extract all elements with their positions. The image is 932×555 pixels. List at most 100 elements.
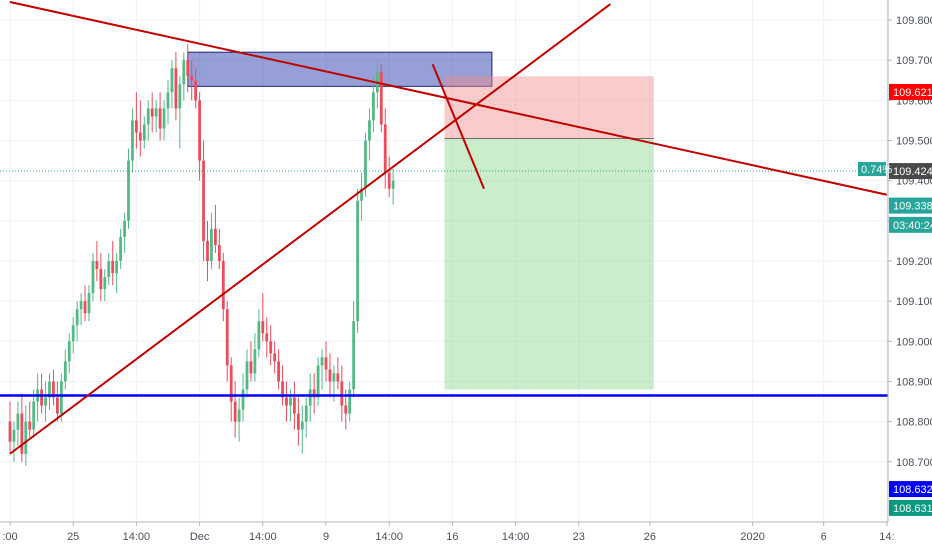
candle-body[interactable]	[138, 132, 142, 141]
candle-body[interactable]	[265, 333, 269, 342]
candle-body[interactable]	[257, 321, 261, 350]
candle-body[interactable]	[289, 397, 292, 406]
candle-body[interactable]	[87, 293, 91, 314]
candle-body[interactable]	[111, 261, 115, 274]
candle-body[interactable]	[182, 60, 186, 85]
candle-body[interactable]	[79, 301, 83, 310]
candle-body[interactable]	[344, 405, 348, 414]
candle-body[interactable]	[71, 325, 75, 342]
candle-body[interactable]	[103, 277, 107, 290]
candle-body[interactable]	[8, 421, 12, 442]
candle-body[interactable]	[154, 108, 158, 117]
candle-body[interactable]	[261, 321, 265, 334]
candle-body[interactable]	[44, 397, 47, 406]
candle-body[interactable]	[372, 92, 375, 121]
candle-body[interactable]	[150, 108, 154, 117]
candle-body[interactable]	[162, 108, 166, 129]
candle-body[interactable]	[253, 349, 257, 374]
candle-body[interactable]	[356, 200, 359, 322]
candle-body[interactable]	[241, 389, 245, 410]
candle-body[interactable]	[300, 421, 304, 430]
candle-body[interactable]	[229, 365, 233, 402]
candle-body[interactable]	[336, 373, 340, 382]
price-badge[interactable]	[889, 83, 932, 100]
candle-body[interactable]	[296, 413, 300, 430]
candle-body[interactable]	[364, 140, 367, 189]
candle-body[interactable]	[142, 124, 146, 141]
candle-body[interactable]	[210, 228, 213, 261]
candle-body[interactable]	[127, 160, 130, 221]
candle-body[interactable]	[277, 361, 280, 382]
candle-body[interactable]	[368, 120, 371, 141]
candle-body[interactable]	[178, 84, 182, 109]
candle-body[interactable]	[170, 68, 174, 93]
candle-body[interactable]	[119, 236, 122, 261]
candle-body[interactable]	[52, 381, 55, 398]
price-badge[interactable]	[889, 163, 932, 180]
candle-body[interactable]	[95, 261, 99, 270]
candle-body[interactable]	[131, 120, 134, 161]
candle-body[interactable]	[91, 261, 95, 294]
price-badge[interactable]	[889, 499, 932, 516]
candle-body[interactable]	[320, 357, 324, 366]
candle-body[interactable]	[186, 60, 190, 77]
candle-body[interactable]	[360, 188, 363, 201]
candle-body[interactable]	[214, 228, 217, 245]
candle-body[interactable]	[107, 261, 111, 278]
candle-body[interactable]	[135, 120, 138, 133]
candle-body[interactable]	[225, 309, 229, 366]
candle-body[interactable]	[352, 321, 356, 390]
candle-body[interactable]	[174, 68, 178, 109]
price-badge[interactable]	[889, 197, 932, 214]
candle-body[interactable]	[63, 361, 67, 382]
candle-body[interactable]	[316, 365, 320, 398]
candle-body[interactable]	[237, 409, 241, 422]
candle-body[interactable]	[269, 341, 273, 354]
candle-body[interactable]	[328, 369, 332, 382]
candle-body[interactable]	[285, 397, 288, 406]
candle-body[interactable]	[206, 240, 209, 261]
candle-body[interactable]	[166, 92, 170, 109]
price-badge[interactable]	[889, 216, 932, 233]
candle-body[interactable]	[348, 389, 352, 414]
candle-body[interactable]	[24, 421, 28, 454]
candle-body[interactable]	[56, 397, 59, 414]
candle-body[interactable]	[324, 357, 328, 370]
candle-body[interactable]	[249, 361, 253, 374]
candle-body[interactable]	[75, 309, 79, 326]
candle-body[interactable]	[32, 401, 36, 430]
candle-body[interactable]	[221, 261, 225, 310]
candle-body[interactable]	[293, 397, 296, 414]
candle-body[interactable]	[59, 381, 63, 414]
candle-body[interactable]	[332, 373, 336, 382]
candle-body[interactable]	[115, 261, 119, 274]
candle-body[interactable]	[146, 108, 150, 125]
candle-body[interactable]	[20, 413, 24, 454]
candle-body[interactable]	[158, 108, 162, 129]
candle-body[interactable]	[281, 381, 284, 398]
candle-body[interactable]	[304, 405, 308, 422]
candle-body[interactable]	[379, 72, 383, 125]
candle-body[interactable]	[202, 160, 205, 241]
candle-body[interactable]	[273, 353, 277, 362]
candle-body[interactable]	[83, 301, 87, 314]
descending-trendline[interactable]	[9, 1, 888, 196]
candle-body[interactable]	[28, 421, 32, 430]
candle-body[interactable]	[12, 429, 16, 442]
candle-body[interactable]	[123, 220, 126, 237]
target-zone[interactable]	[444, 138, 654, 390]
candle-body[interactable]	[217, 244, 221, 261]
candle-body[interactable]	[48, 381, 51, 398]
candle-body[interactable]	[233, 401, 237, 422]
candle-body[interactable]	[340, 381, 344, 406]
candle-body[interactable]	[308, 389, 312, 406]
time-axis-background[interactable]	[0, 522, 888, 550]
candle-body[interactable]	[391, 180, 395, 189]
candle-body[interactable]	[40, 389, 43, 406]
candle-body[interactable]	[383, 124, 387, 173]
candle-body[interactable]	[99, 269, 103, 290]
candle-body[interactable]	[67, 341, 71, 362]
price-badge[interactable]	[889, 481, 932, 498]
candle-body[interactable]	[194, 80, 198, 101]
stop-zone[interactable]	[444, 76, 654, 139]
